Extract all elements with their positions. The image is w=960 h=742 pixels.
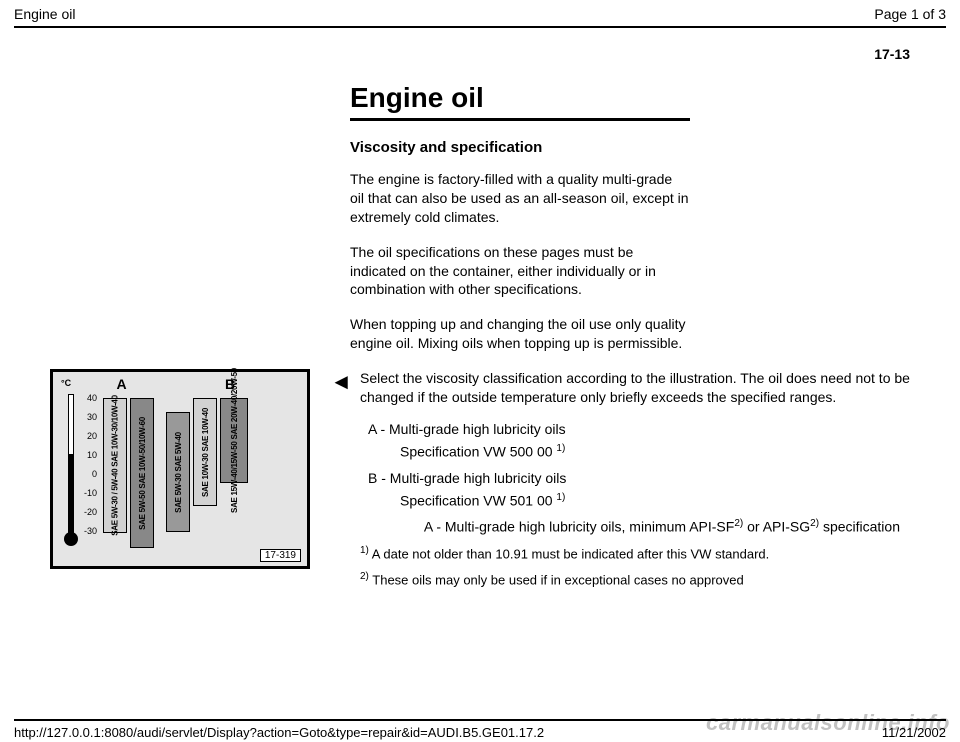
content: Engine oil Viscosity and specification T… [0, 82, 960, 588]
bar-a1: SAE 5W-30 / 5W-40 SAE 10W-30/10W-40 [103, 398, 127, 533]
bar-a2: SAE 5W-50 SAE 10W-50/10W-60 [130, 398, 154, 548]
spec-text: specification [819, 519, 900, 535]
superscript: 2) [734, 518, 743, 529]
spec-text: Specification VW 501 00 [400, 492, 556, 508]
page-number: 17-13 [0, 28, 960, 62]
select-paragraph: Select the viscosity classification acco… [360, 369, 910, 407]
tick: 0 [81, 470, 97, 489]
spec-text: A - Multi-grade high lubricity oils, min… [424, 519, 734, 535]
diagram-label-a: A [84, 376, 159, 392]
footer: http://127.0.0.1:8080/audi/servlet/Displ… [14, 719, 946, 742]
superscript: 1) [360, 545, 369, 556]
tick: -30 [81, 527, 97, 546]
header-left: Engine oil [14, 6, 76, 22]
bar-b1: SAE 5W-30 SAE 5W-40 [166, 412, 190, 532]
spec-text: or API-SG [743, 519, 810, 535]
spec-b-detail: Specification VW 501 00 1) [400, 492, 910, 509]
superscript: 2) [360, 571, 369, 582]
tick: -20 [81, 508, 97, 527]
diagram-unit: °C [61, 378, 71, 388]
superscript: 1) [556, 443, 565, 454]
spec-a-label: A - Multi-grade high lubricity oils [368, 421, 910, 437]
spec-indent: A - Multi-grade high lubricity oils, min… [420, 518, 910, 535]
subheading: Viscosity and specification [350, 139, 690, 156]
diagram-id: 17-319 [260, 549, 301, 562]
page-title: Engine oil [350, 82, 690, 121]
footer-url: http://127.0.0.1:8080/audi/servlet/Displ… [14, 725, 544, 740]
bar-b2: SAE 10W-30 SAE 10W-40 [193, 398, 217, 506]
header-right: Page 1 of 3 [874, 6, 946, 22]
footer-date: 11/21/2002 [882, 725, 946, 740]
footnote-text: These oils may only be used if in except… [369, 573, 744, 588]
viscosity-bars: SAE 5W-30 / 5W-40 SAE 10W-30/10W-40 SAE … [103, 398, 299, 558]
tick: 40 [81, 394, 97, 413]
spec-text: Specification VW 500 00 [400, 444, 556, 460]
bar-b3: SAE 15W-40/15W-50 SAE 20W-40/20W-50 [220, 398, 248, 483]
temperature-ticks: 40 30 20 10 0 -10 -20 -30 [81, 394, 97, 546]
right-column: Select the viscosity classification acco… [360, 369, 910, 587]
footnote-2: 2) These oils may only be used if in exc… [360, 571, 910, 587]
spec-b-label: B - Multi-grade high lubricity oils [368, 470, 910, 486]
footnote-1: 1) A date not older than 10.91 must be i… [360, 545, 910, 561]
paragraph: When topping up and changing the oil use… [350, 315, 690, 353]
thermometer-icon [59, 394, 83, 554]
arrow-icon: ◄ [330, 369, 360, 395]
paragraph: The engine is factory-filled with a qual… [350, 170, 690, 227]
spec-a-detail: Specification VW 500 00 1) [400, 443, 910, 460]
paragraph: The oil specifications on these pages mu… [350, 243, 690, 300]
superscript: 2) [810, 518, 819, 529]
viscosity-diagram: °C A B 40 30 20 10 0 -10 -20 -30 SAE 5W-… [50, 369, 310, 569]
tick: 10 [81, 451, 97, 470]
tick: 30 [81, 413, 97, 432]
tick: 20 [81, 432, 97, 451]
superscript: 1) [556, 492, 565, 503]
tick: -10 [81, 489, 97, 508]
footnote-text: A date not older than 10.91 must be indi… [369, 546, 769, 561]
